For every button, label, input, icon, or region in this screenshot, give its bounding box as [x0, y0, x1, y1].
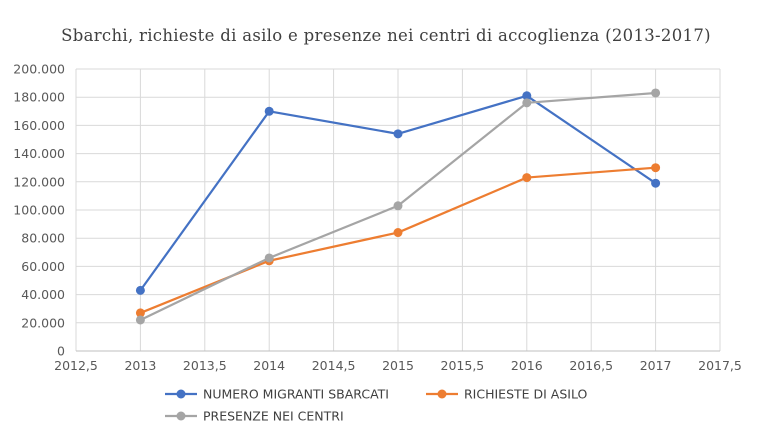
y-tick-label: 80.000	[21, 231, 65, 246]
x-tick-label: 2012,5	[54, 358, 98, 373]
data-series	[135, 88, 661, 325]
legend-item: PRESENZE NEI CENTRI	[165, 409, 344, 424]
legend-swatch-marker	[176, 389, 186, 399]
legend-swatch-marker	[176, 411, 186, 421]
data-point	[264, 106, 274, 116]
x-tick-label: 2016,5	[569, 358, 613, 373]
x-tick-label: 2017	[640, 358, 672, 373]
data-point	[651, 88, 661, 98]
data-point	[393, 129, 403, 139]
series-group	[135, 88, 661, 325]
x-axis-ticks: 2012,5 2013 2013,5 2014 2014,5 2015 2015,5 2016…	[54, 358, 742, 373]
x-tick-label: 2014,5	[312, 358, 356, 373]
x-tick-label: 2015,5	[441, 358, 485, 373]
legend-swatch-marker	[437, 389, 447, 399]
y-tick-label: 120.000	[13, 174, 65, 189]
chart-title: Sbarchi, richieste di asilo e presenze n…	[61, 26, 711, 45]
legend-label: NUMERO MIGRANTI SBARCATI	[203, 387, 389, 402]
legend-item: NUMERO MIGRANTI SBARCATI	[165, 387, 389, 402]
data-point	[135, 285, 145, 295]
x-tick-label: 2013,5	[183, 358, 227, 373]
y-tick-label: 160.000	[13, 118, 65, 133]
data-point	[522, 91, 532, 101]
x-tick-label: 2016	[511, 358, 543, 373]
y-tick-label: 0	[57, 344, 65, 359]
legend-item: RICHIESTE DI ASILO	[426, 387, 588, 402]
data-point	[522, 173, 532, 183]
y-tick-label: 100.000	[13, 203, 65, 218]
data-point	[135, 315, 145, 325]
x-tick-label: 2017,5	[698, 358, 742, 373]
data-point	[393, 201, 403, 211]
y-tick-label: 180.000	[13, 90, 65, 105]
x-tick-label: 2015	[382, 358, 414, 373]
y-tick-label: 140.000	[13, 146, 65, 161]
x-tick-label: 2013	[124, 358, 156, 373]
y-axis-ticks: 0 20.000 40.000 60.000 80.000 100.000 120.000 1…	[13, 62, 65, 359]
data-point	[651, 163, 661, 173]
data-point	[393, 228, 403, 238]
legend: NUMERO MIGRANTI SBARCATI RICHIESTE DI ASI…	[165, 387, 588, 424]
y-tick-label: 20.000	[21, 315, 65, 330]
legend-label: RICHIESTE DI ASILO	[464, 387, 588, 402]
y-tick-label: 60.000	[21, 259, 65, 274]
data-point	[135, 308, 145, 318]
data-point	[264, 253, 274, 263]
y-tick-label: 40.000	[21, 287, 65, 302]
series-group	[135, 91, 661, 295]
x-tick-label: 2014	[253, 358, 285, 373]
y-tick-label: 200.000	[13, 62, 65, 77]
data-point	[651, 178, 661, 188]
data-point	[522, 98, 532, 108]
legend-label: PRESENZE NEI CENTRI	[203, 409, 344, 424]
